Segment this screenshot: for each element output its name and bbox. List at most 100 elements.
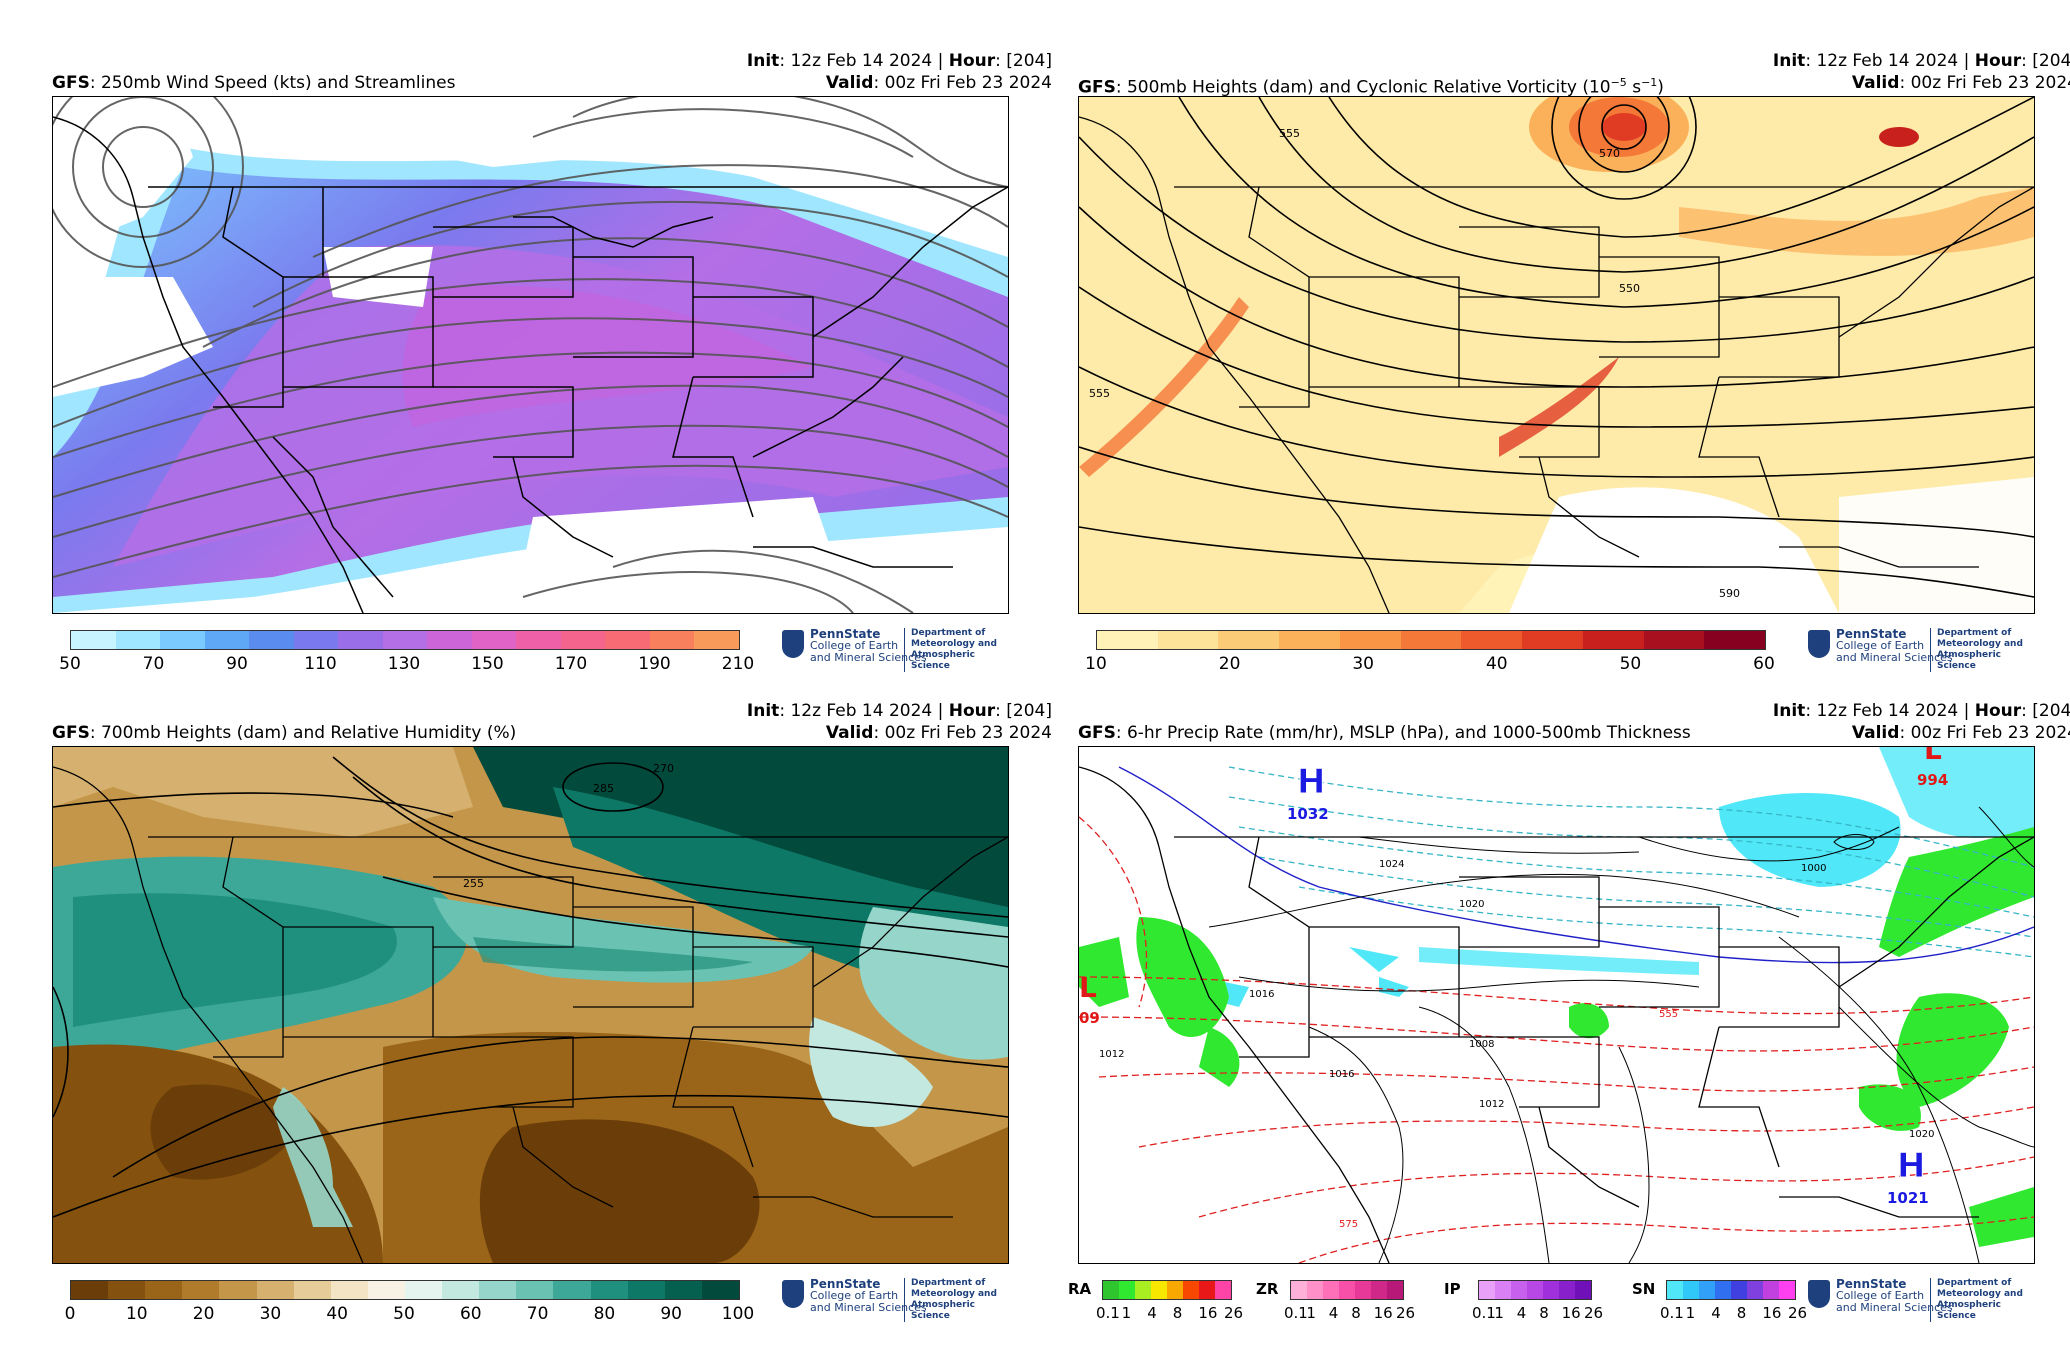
pennstate-logo: PennState College of Earth and Mineral Sci… [1808,1278,2028,1322]
precip-colorbar-segment [1307,1281,1323,1299]
isobar-label: 1008 [1469,1039,1494,1050]
panel-title: GFS: 250mb Wind Speed (kts) and Streamli… [52,73,456,93]
nittany-lion-shield-icon [782,1280,804,1308]
colorbar-segment [471,631,517,649]
colorbar-segment [145,1281,183,1299]
precip-colorbar-segment [1511,1281,1527,1299]
contour-label: 570 [1599,147,1620,160]
colorbar-segment [427,631,473,649]
precip-colorbar-segment [1667,1281,1683,1299]
precip-colorbar-segment [1103,1281,1119,1299]
colorbar-tick-label: 60 [459,1304,482,1324]
precip-type-label: SN [1632,1280,1656,1298]
precip-tick-label: 8 [1351,1304,1361,1322]
precip-colorbar-segment [1215,1281,1231,1299]
colorbar-tick-label: 60 [1753,654,1775,674]
precip-colorbar-segment [1119,1281,1135,1299]
colorbar-segment [1279,631,1341,649]
low-pressure-letter: L [1924,747,1942,766]
colorbar-segment [627,1281,666,1299]
colorbar-segment [1704,631,1766,649]
precip-tick-label: 16 [1762,1304,1782,1322]
precip-tick-label: 0.1 [1660,1304,1684,1322]
precip-colorbar-segment [1479,1281,1495,1299]
colorbar-tick-label: 50 [59,654,81,674]
colorbar-tick-label: 70 [526,1304,549,1324]
precip-map: H 1032 H 1021 L 994 L 09 1024 1020 1016 … [1078,746,2035,1264]
colorbar-segment [108,1281,146,1299]
precip-tick-label: 4 [1516,1304,1527,1322]
colorbar-segment [256,1281,295,1299]
high-pressure-letter: H [1897,1146,1925,1186]
precip-colorbar-segment [1527,1281,1543,1299]
pennstate-logo: PennState College of Earth and Mineral Sci… [1808,628,2028,672]
colorbar-segment [219,1281,258,1299]
wind-map [52,96,1009,614]
precip-tick-label: 8 [1736,1304,1747,1322]
precip-tick-label: 0.1 [1472,1304,1496,1322]
colorbar-tick-label: 30 [1352,654,1375,674]
precip-tick-label: 1 [1494,1304,1504,1322]
panel-250mb-wind: Init: 12z Feb 14 2024 | Hour: [204] Vali… [52,50,1052,710]
colorbar-segment [367,1281,406,1299]
precip-tick-label: 16 [1373,1304,1393,1322]
colorbar-tick-label: 10 [125,1304,148,1324]
colorbar-segment [605,631,651,649]
colorbar-tick-label: 10 [1085,654,1107,674]
colorbar-segment [1522,631,1584,649]
isobar-label: 1012 [1479,1099,1504,1110]
colorbar-segment [590,1281,629,1299]
colorbar-segment [330,1281,369,1299]
nittany-lion-shield-icon [1808,1280,1830,1308]
panel-precip-mslp: Init: 12z Feb 14 2024 | Hour: [204] Vali… [1068,700,2070,1360]
colorbar-tick-label: 110 [304,654,337,674]
high-pressure-value: 1021 [1887,1189,1929,1207]
pennstate-logo: PennState College of Earth and Mineral Sci… [782,628,1002,672]
contour-label: 285 [593,782,614,795]
high-pressure-letter: H [1297,762,1325,802]
colorbar-segment [71,1281,109,1299]
precip-colorbar-segment [1495,1281,1511,1299]
colorbar-segment [1218,631,1280,649]
precip-tick-label: 16 [1198,1304,1218,1322]
colorbar-tick-label: 20 [1218,654,1241,674]
pennstate-logo: PennState College of Earth and Mineral Sci… [782,1278,1002,1322]
precip-colorbar-segment [1151,1281,1167,1299]
colorbar-segment [442,1281,480,1299]
low-pressure-value: 09 [1079,1009,1100,1027]
colorbar-tick-label: 70 [142,654,165,674]
panel-title: GFS: 6-hr Precip Rate (mm/hr), MSLP (hPa… [1078,723,1691,743]
panel-700mb-rh: Init: 12z Feb 14 2024 | Hour: [204] Vali… [52,700,1052,1360]
colorbar-segment [160,631,206,649]
colorbar-segment [479,1281,517,1299]
colorbar-tick-label: 0 [64,1304,76,1324]
precip-colorbar-segment [1323,1281,1339,1299]
precip-colorbar-segment [1135,1281,1151,1299]
colorbar-segment [182,1281,220,1299]
isobar-label: 1000 [1801,863,1826,874]
precip-tick-label: 26 [1224,1304,1244,1322]
colorbar-segment [405,1281,443,1299]
colorbar-segment [1339,631,1402,649]
colorbar-tick-label: 40 [326,1304,349,1324]
colorbar-segment [664,1281,703,1299]
colorbar-segment [1157,631,1219,649]
nittany-lion-shield-icon [1808,630,1830,658]
precip-tick-label: 8 [1539,1304,1549,1322]
precip-tick-label: 26 [1788,1304,1808,1322]
colorbar-segment [71,631,117,649]
panel-title: GFS: 700mb Heights (dam) and Relative Hu… [52,723,517,743]
colorbar-segment [1400,631,1462,649]
precip-colorbar-segment [1779,1281,1795,1299]
colorbar-tick-label: 210 [721,654,755,674]
precip-colorbar-segment [1387,1281,1403,1299]
colorbar-segment [694,631,740,649]
precip-colorbar-segment [1291,1281,1307,1299]
colorbar-tick-label: 50 [1619,654,1642,674]
colorbar-tick-label: 80 [593,1304,616,1324]
colorbar-tick-label: 20 [192,1304,215,1324]
precip-tick-label: 8 [1172,1304,1183,1322]
contour-label: 555 [1089,387,1110,400]
colorbar-tick-label: 190 [638,654,671,674]
run-info: Init: 12z Feb 14 2024 | Hour: [204] Vali… [1772,51,2070,93]
